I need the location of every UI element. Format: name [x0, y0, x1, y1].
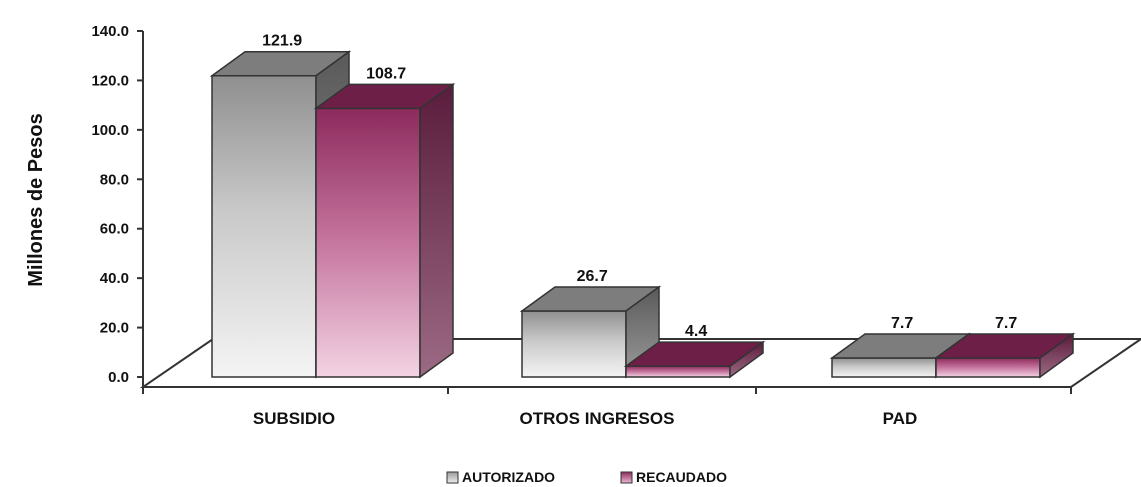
y-tick-label: 0.0	[108, 369, 129, 386]
data-label-autorizado-subsidio: 121.9	[262, 33, 302, 50]
y-tick-label: 100.0	[91, 122, 129, 139]
y-tick-label: 120.0	[91, 72, 129, 89]
bar-front-face	[625, 365, 731, 378]
bar-recaudado-subsidio	[313, 82, 456, 379]
y-axis-ticks: 0.0 20.0 40.0 60.0 80.0 100.0 120.0 140.0	[91, 23, 143, 386]
bar-side-face	[729, 340, 764, 379]
bar-recaudado-pad	[933, 332, 1076, 379]
y-tick-label: 140.0	[91, 23, 129, 40]
category-label-otros-ingresos: OTROS INGRESOS	[520, 409, 675, 428]
bar-recaudado-otros-ingresos	[623, 340, 766, 379]
y-tick-label: 20.0	[100, 320, 129, 337]
y-tick-label: 80.0	[100, 171, 129, 188]
y-tick-label: 40.0	[100, 270, 129, 287]
legend-label-autorizado: AUTORIZADO	[462, 469, 555, 485]
data-label-autorizado-otros-ingresos: 26.7	[577, 268, 608, 285]
data-label-autorizado-pad: 7.7	[891, 315, 913, 332]
x-axis-ticks	[142, 387, 1072, 394]
category-labels: SUBSIDIO OTROS INGRESOS PAD	[253, 409, 917, 428]
bar-front-face	[315, 107, 421, 378]
bar-front-face	[935, 357, 1041, 378]
data-label-recaudado-subsidio: 108.7	[366, 65, 406, 82]
legend-swatch-recaudado	[620, 471, 633, 484]
bar-front-face	[831, 357, 937, 378]
category-label-subsidio: SUBSIDIO	[253, 409, 335, 428]
data-label-recaudado-pad: 7.7	[995, 315, 1017, 332]
bar-front-face	[211, 74, 317, 378]
legend-swatch-autorizado	[446, 471, 459, 484]
data-labels: 121.9 108.7 26.7 4.4 7.7 7.7	[262, 33, 1017, 340]
bar-front-face	[521, 310, 627, 378]
y-tick-label: 60.0	[100, 221, 129, 238]
legend-label-recaudado: RECAUDADO	[636, 469, 727, 485]
y-axis-title: Millones de Pesos	[25, 113, 47, 286]
chart-legend: AUTORIZADO RECAUDADO	[446, 469, 727, 485]
data-label-recaudado-otros-ingresos: 4.4	[685, 323, 707, 340]
bar-group	[209, 50, 1076, 379]
bar-side-face	[419, 82, 454, 379]
bar-side-face	[1039, 332, 1074, 379]
category-label-pad: PAD	[883, 409, 918, 428]
